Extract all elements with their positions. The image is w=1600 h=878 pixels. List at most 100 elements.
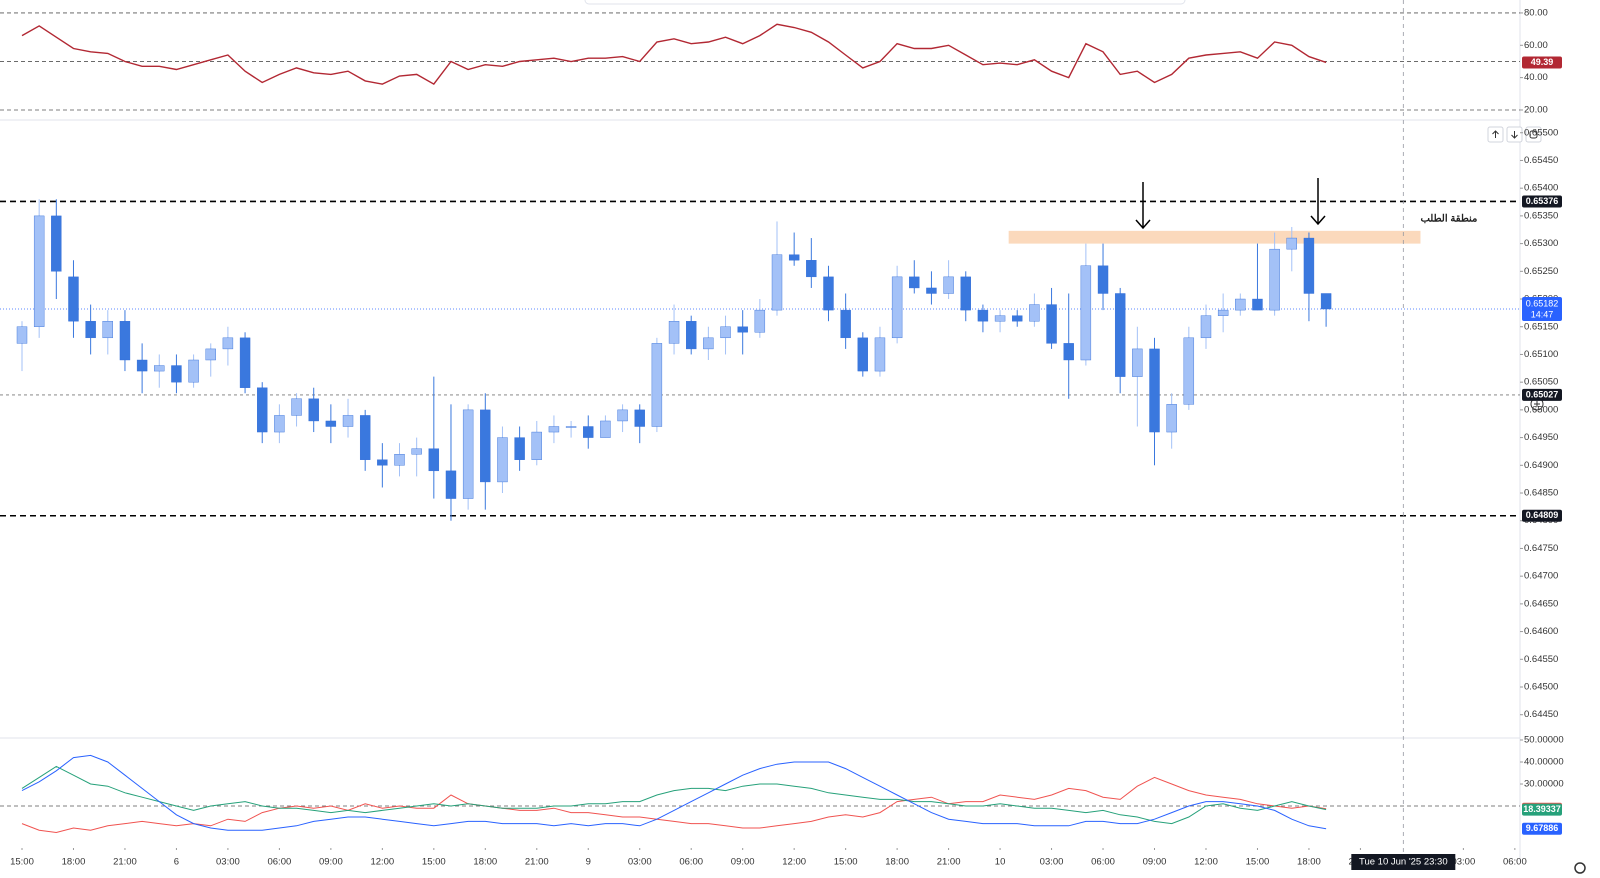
candle-body: [583, 426, 594, 438]
price-label-box: [1522, 195, 1562, 208]
y-tick-label: 40.00: [1524, 72, 1548, 83]
candle-body: [823, 276, 834, 311]
price-label-box: [1522, 822, 1562, 835]
zone-label: منطقة الطلب: [1420, 213, 1477, 224]
candle-body: [1149, 348, 1160, 433]
x-tick-label: 21:00: [525, 857, 549, 868]
price-label: 0.64809: [1526, 510, 1559, 520]
x-tick-label: 18:00: [1297, 857, 1321, 868]
price-label: 18.39337: [1523, 804, 1561, 814]
candle-body: [497, 437, 508, 483]
crosshair-label: Tue 10 Jun '25 23:30: [1359, 857, 1448, 868]
pane-button-icons: [1492, 130, 1538, 139]
y-tick-label: 0.64650: [1524, 598, 1558, 609]
candle-body: [1166, 404, 1177, 433]
candle-body: [857, 337, 869, 372]
candle-body: [840, 309, 851, 339]
candle-body: [1012, 315, 1023, 322]
candle-body: [1046, 304, 1057, 344]
candle-body: [51, 215, 62, 272]
y-tick-label: 50.00000: [1524, 734, 1564, 745]
y-tick-label: 0.65150: [1524, 321, 1558, 332]
x-tick-label: 12:00: [782, 857, 806, 868]
crosshair-label-box: [1351, 854, 1456, 870]
x-tick-label: 03:00: [216, 857, 240, 868]
maximize-button[interactable]: [1525, 126, 1542, 143]
candle-body: [1063, 343, 1074, 361]
x-tick-label: 03:00: [1451, 857, 1475, 868]
x-tick-label: 06:00: [1503, 857, 1527, 868]
y-tick-label: 0.65000: [1524, 404, 1558, 415]
candle-body: [1183, 337, 1195, 405]
candle-body: [1029, 304, 1040, 322]
candle-body: [257, 387, 268, 433]
x-tick-label: 18:00: [473, 857, 497, 868]
x-tick-label: 09:00: [1143, 857, 1167, 868]
settings-button[interactable]: [1574, 862, 1586, 874]
candle-body: [462, 409, 474, 499]
candle-body: [977, 309, 989, 322]
candle-body: [239, 337, 251, 388]
indicator-line: [21, 23, 1327, 86]
candle-body: [565, 426, 577, 428]
indicator-line: [21, 776, 1327, 834]
candle-body: [960, 276, 971, 311]
x-tick-label: 21:00: [113, 857, 137, 868]
candle-body: [342, 415, 354, 427]
y-tick-label: 0.64850: [1524, 488, 1558, 499]
candle-body: [274, 415, 285, 433]
candle-body: [788, 254, 800, 261]
candle-body: [1114, 293, 1126, 377]
candle-body: [291, 398, 302, 416]
candle-body: [548, 426, 560, 433]
candle-body: [926, 287, 937, 294]
candle-body: [531, 431, 542, 460]
x-tick-label: 09:00: [731, 857, 755, 868]
candle-body: [119, 320, 131, 361]
y-tick-label: 0.64950: [1524, 432, 1558, 443]
candle-body: [737, 326, 748, 333]
x-tick-label: 09:00: [319, 857, 343, 868]
candle-body: [33, 215, 45, 327]
y-tick-label: 0.64500: [1524, 682, 1558, 693]
price-label: 9.67886: [1526, 823, 1559, 833]
price-label: 0.65376: [1526, 196, 1559, 206]
last-price-label: 0.65182: [1526, 298, 1559, 308]
x-tick-label: 12:00: [1194, 857, 1218, 868]
candle-body: [617, 409, 628, 422]
toolbar[interactable]: [584, 0, 1186, 5]
candle-body: [771, 254, 783, 311]
candle-body: [514, 437, 525, 460]
candle-body: [909, 276, 920, 289]
candle-body: [1286, 237, 1297, 250]
candle-body: [428, 448, 440, 472]
candle-body: [16, 326, 28, 344]
candle-body: [377, 459, 388, 466]
candle-body: [686, 320, 697, 350]
candle-body: [651, 343, 663, 427]
candle-body: [703, 337, 714, 350]
candle-body: [325, 420, 337, 427]
price-label-box: [1522, 509, 1562, 522]
y-tick-label: 0.65500: [1524, 127, 1558, 138]
y-tick-label: 0.65300: [1524, 238, 1558, 249]
y-tick-label: 0.65350: [1524, 210, 1558, 221]
y-tick-label: 0.65400: [1524, 183, 1558, 194]
candle-body: [136, 359, 148, 372]
candle-body: [102, 320, 113, 339]
y-tick-label: 0.65100: [1524, 349, 1558, 360]
candle-body: [943, 276, 954, 294]
demand-zone: [1008, 230, 1421, 244]
candle-body: [668, 320, 680, 344]
x-tick-label: 9: [586, 857, 591, 868]
x-tick-label: 03:00: [628, 857, 652, 868]
candle-body: [754, 309, 766, 333]
x-tick-label: 6: [174, 857, 179, 868]
candle-body: [480, 409, 491, 483]
price-label-box: [1522, 803, 1562, 816]
countdown-label: 14:47: [1531, 309, 1554, 319]
price-label: 49.39: [1531, 57, 1554, 67]
price-label: 0.65027: [1526, 389, 1559, 399]
candle-body: [891, 276, 903, 339]
